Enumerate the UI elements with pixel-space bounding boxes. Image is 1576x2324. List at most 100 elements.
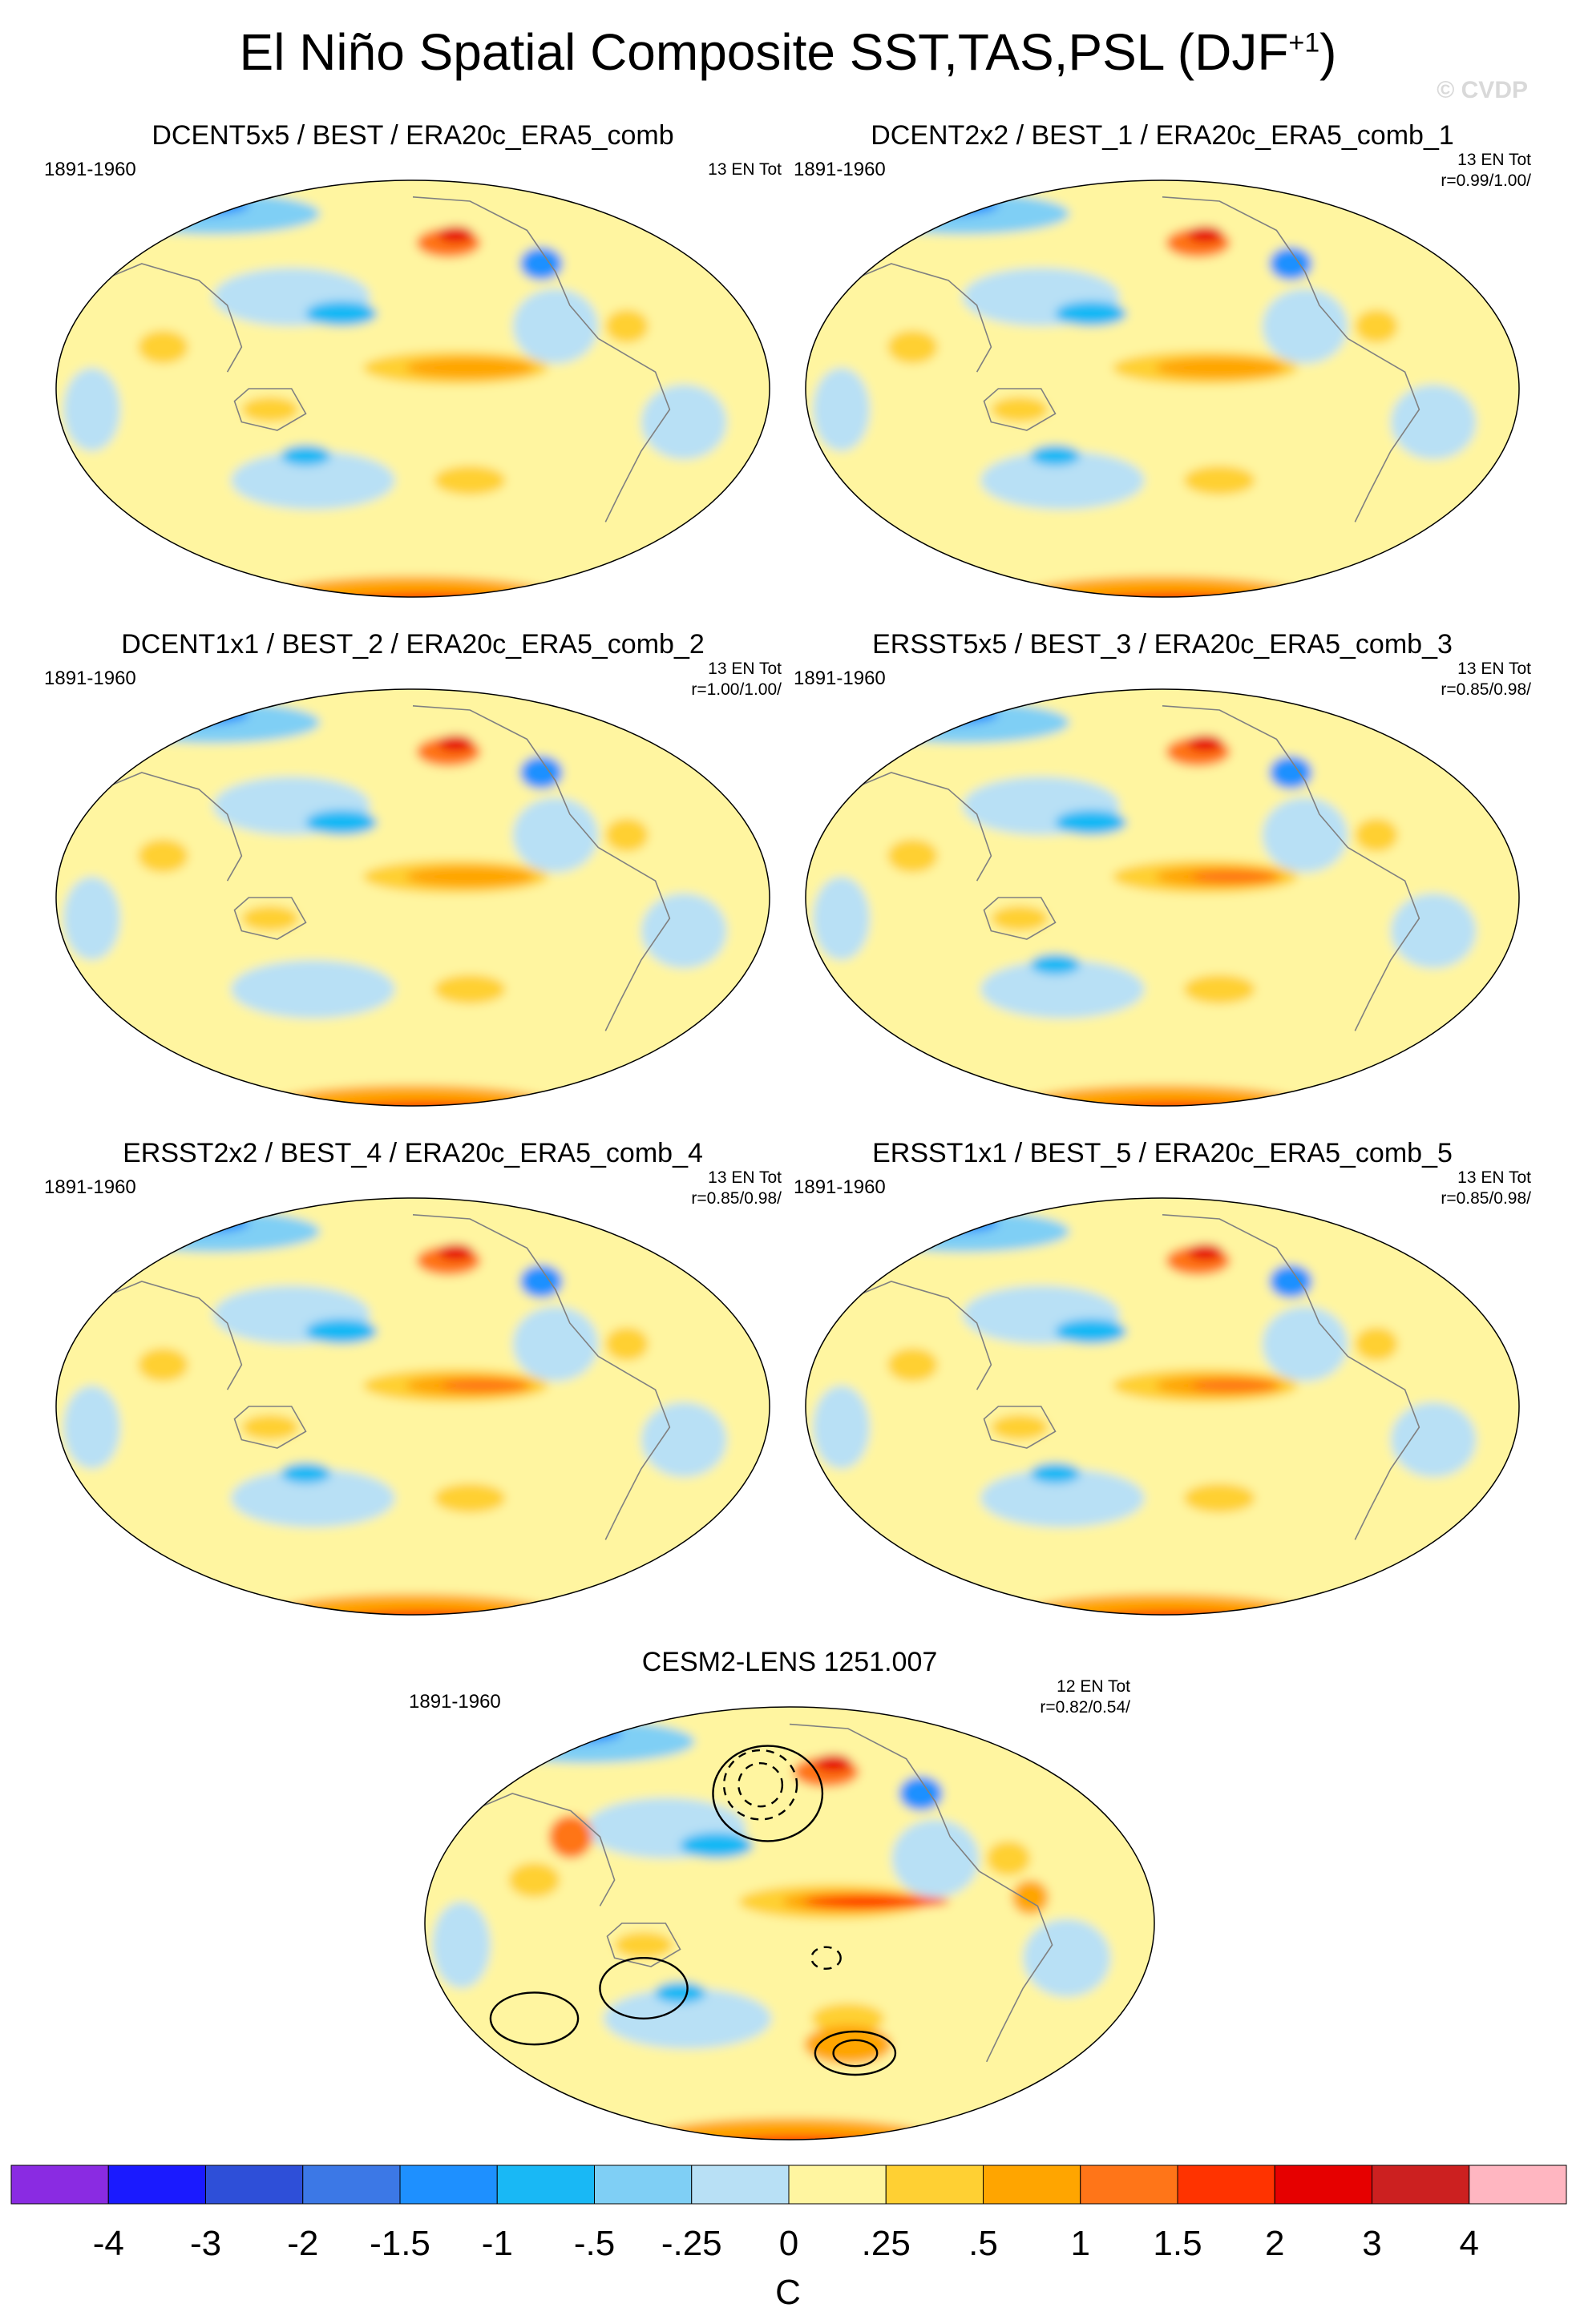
cool-anomaly-aleutian: [305, 301, 378, 326]
warm-anomaly-nino-peak: [1190, 870, 1277, 883]
cool-anomaly-siberia: [855, 192, 1070, 235]
cool-anomaly-south-atlantic: [1390, 384, 1477, 460]
warm-anomaly-canada-core: [814, 1754, 852, 1772]
colorbar-units: C: [775, 2273, 801, 2312]
colorbar-segment-14: [1274, 2165, 1372, 2205]
warm-anomaly-south-pacific: [434, 1483, 506, 1513]
panel-title-4: ERSST5x5 / BEST_3 / ERA20c_ERA5_comb_3: [872, 629, 1453, 660]
warm-anomaly-south-america: [986, 1841, 1031, 1876]
psl-contour-2: [722, 1749, 798, 1821]
cool-anomaly-indian-ocean: [63, 368, 121, 451]
cool-anomaly-indian-ocean: [432, 1902, 491, 1988]
warm-anomaly-australia: [991, 906, 1049, 931]
panel-title-6: ERSST1x1 / BEST_5 / ERA20c_ERA5_comb_5: [872, 1138, 1453, 1168]
warm-anomaly-canada-core: [1187, 1244, 1223, 1261]
australia-outline: [606, 1923, 681, 1967]
panel-event-count-4: 13 EN Tot: [1457, 660, 1531, 678]
asia-coast: [91, 772, 243, 882]
colorbar-tick-label-11: 1: [1070, 2224, 1090, 2263]
colorbar-segment-11: [983, 2165, 1081, 2205]
cool-anomaly-siberia: [855, 1210, 1070, 1253]
australia-outline: [983, 897, 1057, 940]
cool-anomaly-south-pacific: [231, 451, 395, 510]
coastlines: [461, 1723, 1053, 2063]
colorbar-segment-16: [1469, 2165, 1567, 2205]
cold-anomaly-eurasia: [898, 1212, 999, 1234]
cool-anomaly-south-atlantic: [641, 893, 727, 969]
cool-anomaly-tasman: [654, 1981, 706, 2003]
colorbar-tick-label-14: 3: [1362, 2224, 1382, 2263]
panel-title-2: DCENT2x2 / BEST_1 / ERA20c_ERA5_comb_1: [871, 120, 1454, 151]
panel-event-count-6: 13 EN Tot: [1457, 1168, 1531, 1187]
figure-title-close: ): [1319, 23, 1337, 81]
australia-outline: [983, 388, 1057, 431]
north-america-coast: [1162, 1214, 1349, 1358]
psl-contours: [471, 1745, 897, 2102]
sst-anomaly-background: [425, 1707, 1154, 2140]
map-border: [55, 1197, 770, 1616]
australia-outline: [233, 897, 307, 940]
colorbar-segment-4: [302, 2165, 401, 2205]
cool-anomaly-siberia: [855, 701, 1070, 744]
colorbar-segment-7: [594, 2165, 693, 2205]
cool-anomaly-tasman: [1030, 954, 1081, 975]
colorbar-segment-10: [885, 2165, 984, 2205]
asia-coast: [91, 1281, 243, 1390]
warm-anomaly-australia: [614, 1931, 673, 1959]
cool-anomaly-tasman: [1030, 1463, 1081, 1484]
warm-anomaly-south-pacific: [1183, 466, 1255, 495]
cool-anomaly-south-pacific: [231, 960, 395, 1019]
south-america-coast: [597, 337, 671, 522]
map-panel-2: [805, 180, 1520, 598]
cool-anomaly-gulf: [1262, 1306, 1348, 1382]
colorbar-tick-label-6: -.5: [573, 2224, 616, 2263]
warm-anomaly-canada-core: [438, 1244, 474, 1261]
north-america-coast: [412, 196, 600, 340]
warm-anomaly-nino-core: [406, 357, 535, 378]
warm-anomaly-antarctica: [1020, 576, 1305, 597]
colorbar-segment-15: [1372, 2165, 1470, 2205]
map-panel-6: [805, 1197, 1520, 1616]
warm-anomaly-south-pacific: [1183, 974, 1255, 1004]
warm-anomaly-indian: [887, 330, 938, 364]
south-america-coast: [1347, 337, 1420, 522]
cool-anomaly-south-atlantic: [1023, 1919, 1111, 1997]
cool-anomaly-gulf: [1262, 797, 1348, 873]
psl-contour-3: [712, 1745, 824, 1842]
cool-anomaly-aleutian: [680, 1832, 754, 1858]
colorbar-tick-label-3: -2: [287, 2224, 319, 2263]
warm-anomaly-south-america: [605, 818, 649, 852]
asia-coast: [461, 1793, 616, 1906]
panel-event-count-5: 13 EN Tot: [708, 1168, 782, 1187]
cool-anomaly-indian-ocean: [63, 877, 121, 960]
colorbar-segment-1: [10, 2165, 109, 2205]
warm-anomaly-antarctica: [270, 1085, 556, 1106]
panel-correlation-5: r=0.85/0.98/: [691, 1189, 782, 1208]
warm-anomaly-indian: [887, 1348, 938, 1382]
cool-anomaly-gulf: [1262, 288, 1348, 364]
asia-coast: [841, 1281, 992, 1390]
colorbar-segment-12: [1080, 2165, 1178, 2205]
cool-anomaly-east-us: [519, 756, 563, 789]
warm-anomaly-south-pacific-strong: [804, 2024, 892, 2064]
cool-anomaly-south-pacific: [603, 1988, 772, 2049]
warm-anomaly-australia: [241, 906, 299, 931]
map-panel-5: [55, 1197, 770, 1616]
north-america-coast: [412, 1214, 600, 1358]
panel-event-count-3: 13 EN Tot: [708, 660, 782, 678]
warm-anomaly-south-pacific: [1183, 1483, 1255, 1513]
map-border: [424, 1706, 1155, 2140]
cool-anomaly-siberia: [106, 192, 321, 235]
warm-anomaly-canada-core: [1187, 735, 1223, 752]
cool-anomaly-indian-ocean: [812, 877, 871, 960]
cool-anomaly-south-atlantic: [1390, 1402, 1477, 1478]
south-america-coast: [597, 846, 671, 1031]
cold-anomaly-eurasia: [519, 1721, 622, 1744]
panel-event-count-7: 12 EN Tot: [1057, 1677, 1130, 1696]
map-border: [55, 180, 770, 598]
colorbar-tick-label-1: -4: [92, 2224, 124, 2263]
panel-title-7: CESM2-LENS 1251.007: [641, 1647, 938, 1677]
north-america-coast: [1162, 705, 1349, 849]
south-america-coast: [979, 1870, 1053, 2063]
panel-event-count-1: 13 EN Tot: [708, 160, 782, 179]
